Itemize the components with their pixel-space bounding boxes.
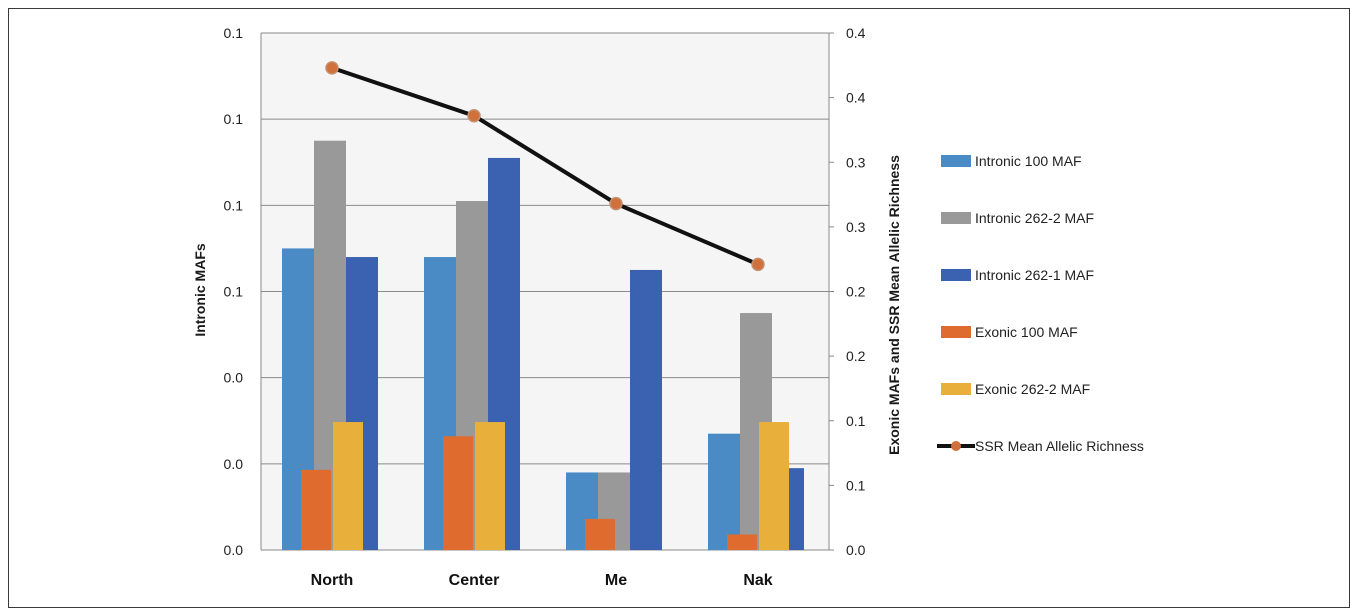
bar-intronic-100-maf xyxy=(708,433,740,550)
chart-svg: 0.0 0.0 0.0 0.1 0.1 0.1 0.1 0.0 0.1 0.1 0.2 0.2 0.3… xyxy=(192,25,1144,589)
bar-exonic-100-maf xyxy=(585,518,615,550)
left-tick-label: 0.0 xyxy=(224,456,244,472)
category-label: Nak xyxy=(743,572,772,589)
right-tick-label: 0.3 xyxy=(846,219,866,235)
left-tick-label: 0.1 xyxy=(224,25,244,41)
category-label: Me xyxy=(605,572,627,589)
category-label: North xyxy=(311,572,354,589)
right-tick-label: 0.2 xyxy=(846,348,866,364)
left-axis-ticks: 0.0 0.0 0.0 0.1 0.1 0.1 0.1 xyxy=(224,25,244,558)
legend-label: Intronic 262-2 MAF xyxy=(975,210,1094,226)
left-tick-label: 0.0 xyxy=(224,370,244,386)
left-tick-label: 0.0 xyxy=(224,542,244,558)
category-labels: North Center Me Nak xyxy=(311,572,773,589)
right-tick-label: 0.4 xyxy=(846,90,866,106)
left-tick-label: 0.1 xyxy=(224,111,244,127)
left-tick-label: 0.1 xyxy=(224,284,244,300)
legend-swatch xyxy=(941,212,971,224)
right-tick-label: 0.1 xyxy=(846,477,866,493)
legend-swatch xyxy=(941,383,971,395)
right-tick-label: 0.3 xyxy=(846,154,866,170)
right-tick-label: 0.4 xyxy=(846,25,866,41)
bar-exonic-262-2-maf xyxy=(475,422,505,550)
bar-exonic-100-maf xyxy=(301,469,331,550)
legend-label: Intronic 262-1 MAF xyxy=(975,267,1094,283)
right-tick-label: 0.2 xyxy=(846,284,866,300)
left-tick-label: 0.1 xyxy=(224,197,244,213)
bar-exonic-100-maf xyxy=(443,436,473,550)
category-label: Center xyxy=(449,572,500,589)
right-tick-label: 0.1 xyxy=(846,413,866,429)
bars xyxy=(282,140,804,551)
ssr-line-path xyxy=(331,66,759,267)
right-axis-ticks: 0.0 0.1 0.1 0.2 0.2 0.3 0.3 0.4 0.4 xyxy=(829,25,866,558)
legend-label: SSR Mean Allelic Richness xyxy=(975,438,1144,454)
legend-label: Exonic 100 MAF xyxy=(975,324,1078,340)
ssr-point xyxy=(609,196,623,211)
right-axis-title: Exonic MAFs and SSR Mean Allelic Richnes… xyxy=(886,155,902,455)
legend-label: Intronic 100 MAF xyxy=(975,153,1082,169)
legend-label: Exonic 262-2 MAF xyxy=(975,381,1090,397)
legend-swatch xyxy=(941,155,971,167)
bar-exonic-100-maf xyxy=(727,534,757,550)
ssr-point xyxy=(751,257,765,272)
ssr-point xyxy=(467,108,481,123)
legend: Intronic 100 MAF Intronic 262-2 MAF Intron… xyxy=(937,153,1144,454)
bar-exonic-262-2-maf xyxy=(759,422,789,550)
legend-swatch xyxy=(941,269,971,281)
left-axis-title: Intronic MAFs xyxy=(192,243,208,337)
legend-swatch-marker xyxy=(951,441,961,451)
ssr-point xyxy=(325,61,339,75)
bar-exonic-262-2-maf xyxy=(333,422,363,550)
legend-swatch xyxy=(941,326,971,338)
right-tick-label: 0.0 xyxy=(846,542,866,558)
bar-intronic-262-1-maf xyxy=(630,269,662,550)
ssr-line xyxy=(325,61,765,272)
